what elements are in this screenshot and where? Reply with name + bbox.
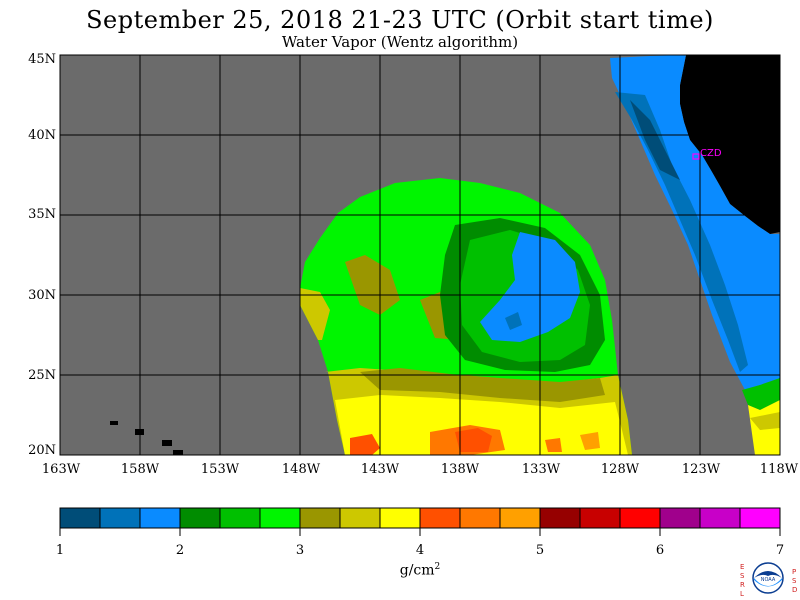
lon-label-123w: 123W — [681, 462, 721, 477]
colorbar-segment — [339, 507, 381, 529]
lat-label-25n: 25N — [28, 368, 56, 383]
swath-blue-core — [480, 232, 580, 342]
colorbar-label-3: 3 — [295, 543, 305, 558]
logo-letter-e: E — [740, 563, 744, 571]
map-grid — [60, 55, 780, 455]
hawaii-island-1 — [110, 421, 118, 425]
swath-yellow-west — [300, 288, 330, 340]
logo-letter-d: D — [792, 586, 797, 594]
colorbar-segment — [99, 507, 141, 529]
lat-label-20n: 20N — [28, 443, 56, 458]
colorbar-segment — [219, 507, 261, 529]
lon-label-118w: 118W — [759, 462, 799, 477]
lon-label-153w: 153W — [200, 462, 240, 477]
colorbar-segment — [459, 507, 501, 529]
colorbar-units: g/cm2 — [380, 562, 460, 579]
noaa-seal-outer — [752, 562, 784, 594]
lon-label-128w: 128W — [600, 462, 640, 477]
coastal-swath-south-olive — [750, 412, 780, 430]
colorbar-label-5: 5 — [535, 543, 545, 558]
logo-letter-p: P — [792, 568, 796, 576]
lon-label-133w: 133W — [521, 462, 561, 477]
hawaii-island-3 — [162, 440, 172, 446]
coastal-swath-dark — [615, 92, 748, 372]
logo-letter-l: L — [740, 590, 744, 598]
colorbar-segment — [659, 507, 701, 529]
swath-darkblue-fleck — [505, 312, 522, 330]
units-text: g/cm — [399, 562, 435, 579]
coastal-swath-south — [742, 378, 780, 410]
lat-label-45n: 45N — [28, 52, 56, 67]
colorbar-label-4: 4 — [415, 543, 425, 558]
lon-label-138w: 138W — [440, 462, 480, 477]
colorbar-segment — [259, 507, 301, 529]
logo-letter-s2: S — [792, 577, 797, 585]
lon-label-148w: 148W — [281, 462, 321, 477]
colorbar — [59, 507, 781, 536]
lon-label-163w: 163W — [41, 462, 81, 477]
map-title: September 25, 2018 21-23 UTC (Orbit star… — [86, 6, 714, 34]
colorbar-segment — [499, 507, 541, 529]
colorbar-segment — [539, 507, 581, 529]
colorbar-segment — [739, 507, 781, 529]
colorbar-segment — [59, 507, 101, 529]
colorbar-label-1: 1 — [55, 543, 65, 558]
colorbar-segment — [419, 507, 461, 529]
noaa-esrl-psd-logo: E S R L NOAA P S D — [740, 562, 797, 598]
logo-letter-s: S — [740, 572, 745, 580]
colorbar-segment — [619, 507, 661, 529]
colorbar-label-7: 7 — [775, 543, 785, 558]
logo-letter-r: R — [740, 581, 745, 589]
lon-label-143w: 143W — [360, 462, 400, 477]
colorbar-segment — [699, 507, 741, 529]
swath-olive-west — [345, 255, 400, 315]
swath-orange-east2 — [545, 438, 562, 452]
lat-label-35n: 35N — [28, 207, 56, 222]
swath-orange-east — [580, 432, 600, 450]
lat-label-30n: 30N — [28, 288, 56, 303]
map-subtitle: Water Vapor (Wentz algorithm) — [281, 33, 519, 51]
units-exponent: 2 — [434, 562, 441, 572]
noaa-seal-text: NOAA — [761, 577, 776, 583]
colorbar-segment — [179, 507, 221, 529]
colorbar-segment — [379, 507, 421, 529]
colorbar-segment — [139, 507, 181, 529]
lon-label-158w: 158W — [120, 462, 160, 477]
lat-label-40n: 40N — [28, 128, 56, 143]
map-frame — [59, 54, 781, 456]
colorbar-segment — [299, 507, 341, 529]
north-america-land — [680, 55, 780, 234]
czd-label: CZD — [700, 148, 722, 159]
swath-orange-red — [455, 428, 492, 452]
hawaii-island-4 — [173, 450, 183, 455]
swath-orange-west — [350, 434, 380, 455]
colorbar-segment — [579, 507, 621, 529]
coastal-swath-darkest — [630, 100, 680, 180]
noaa-seal-bird — [754, 571, 782, 578]
colorbar-label-6: 6 — [655, 543, 665, 558]
colorbar-label-2: 2 — [175, 543, 185, 558]
logo-left-letters: E S R L — [740, 563, 745, 598]
swath-olive-south — [360, 368, 605, 402]
czd-marker — [692, 153, 700, 160]
noaa-seal-lower — [754, 578, 782, 587]
logo-right-letters: P S D — [792, 568, 797, 594]
